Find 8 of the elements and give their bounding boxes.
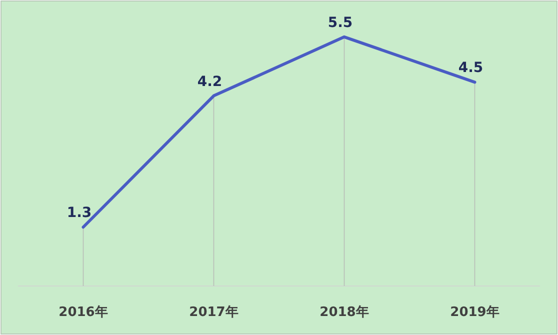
x-tick-label: 2019年 — [450, 305, 500, 320]
data-label: 5.5 — [328, 14, 353, 31]
data-label: 4.5 — [458, 60, 484, 76]
x-tick-label: 2018年 — [320, 305, 369, 320]
x-tick-label: 2016年 — [58, 305, 108, 320]
data-label: 1.3 — [66, 205, 92, 222]
data-label: 4.2 — [197, 74, 222, 90]
x-tick-label: 2017年 — [189, 305, 238, 320]
